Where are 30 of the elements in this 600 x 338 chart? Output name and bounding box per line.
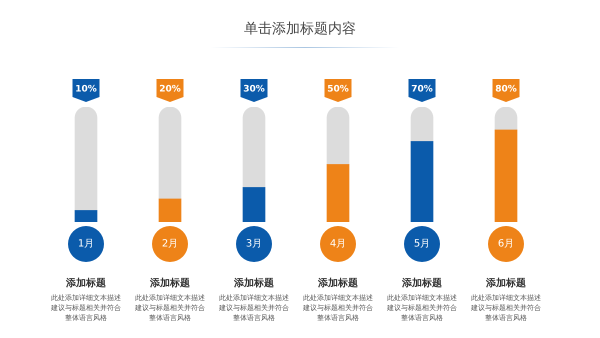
data-label: 70% — [411, 84, 433, 94]
x-tick-label: 4月 — [330, 238, 346, 250]
bar — [74, 210, 98, 222]
bar — [242, 107, 266, 188]
text: 添加标题 — [401, 276, 443, 290]
bar — [158, 198, 182, 222]
text: 添加标题 — [65, 276, 107, 290]
text: 添加标题 — [233, 276, 275, 290]
bar — [326, 107, 350, 165]
data-label: 30% — [243, 84, 265, 94]
x-tick-label: 5月 — [414, 238, 430, 250]
bar — [410, 107, 434, 142]
x-tick-label: 3月 — [246, 238, 262, 250]
text: 添加标题 — [317, 276, 359, 290]
bar — [242, 187, 266, 222]
bar — [494, 130, 518, 222]
bar — [74, 107, 98, 211]
text: 添加标题 — [149, 276, 191, 290]
bar — [410, 141, 434, 222]
x-tick-label: 6月 — [498, 238, 514, 250]
data-label: 10% — [75, 84, 97, 94]
bar — [158, 107, 182, 200]
chart-title: 单击添加标题内容 — [243, 20, 357, 38]
data-label: 80% — [495, 84, 517, 94]
data-label: 50% — [327, 84, 349, 94]
text: 添加标题 — [485, 276, 527, 290]
x-tick-label: 2月 — [162, 238, 178, 250]
bar — [326, 164, 350, 222]
x-tick-label: 1月 — [78, 238, 94, 250]
data-label: 20% — [159, 84, 181, 94]
